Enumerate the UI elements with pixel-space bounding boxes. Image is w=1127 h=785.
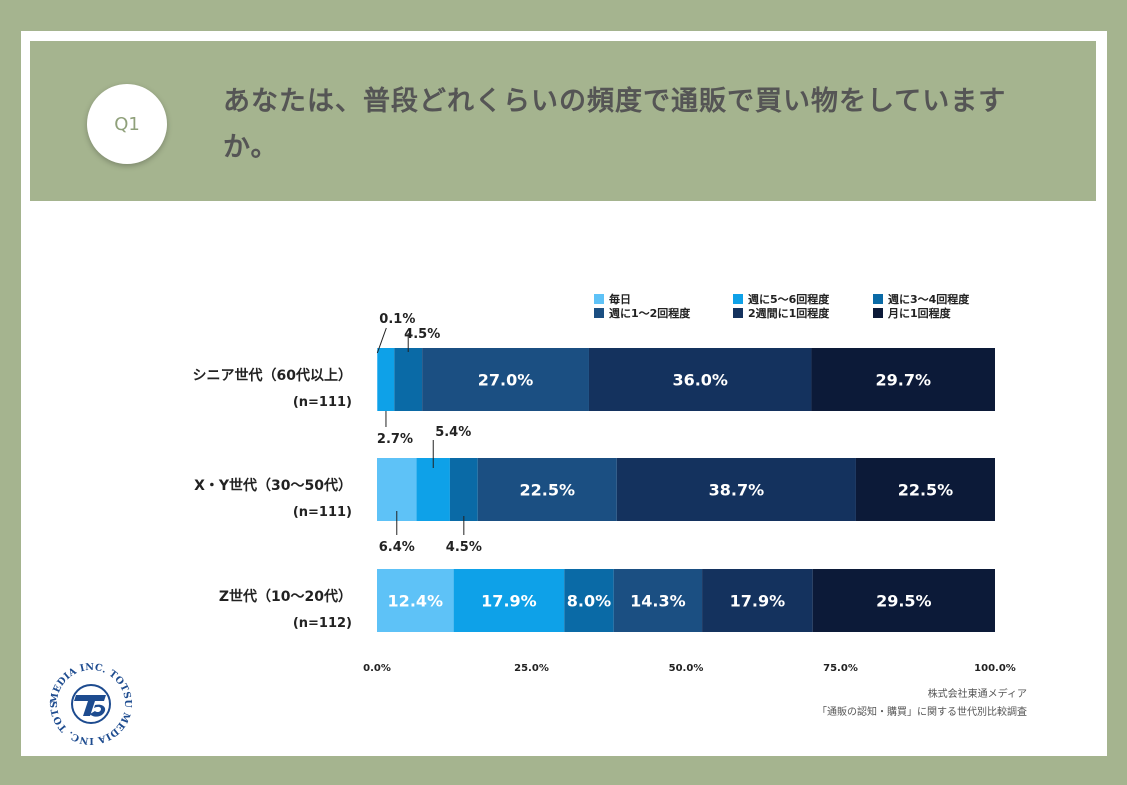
- bar-segment: [449, 458, 478, 521]
- x-tick-label: 100.0%: [974, 663, 1016, 674]
- legend-label: 月に1回程度: [887, 306, 952, 320]
- bar-segment: [855, 458, 995, 521]
- question-band: Q1 あなたは、普段どれくらいの頻度で通販で買い物をしていますか。: [30, 41, 1096, 201]
- category-label: Z世代（10〜20代）: [219, 588, 352, 605]
- bar-segment: [377, 458, 417, 521]
- legend-swatch: [873, 294, 883, 304]
- bar-segment: [416, 458, 450, 521]
- data-label: 17.9%: [481, 592, 537, 611]
- legend-swatch: [594, 294, 604, 304]
- legend-label: 2週間に1回程度: [748, 306, 830, 320]
- x-tick-label: 25.0%: [514, 663, 549, 674]
- data-label: 38.7%: [709, 481, 765, 500]
- data-label: 4.5%: [404, 327, 440, 342]
- bar-segment: [616, 458, 856, 521]
- source-note: 株式会社東通メディア 「通販の認知・購買」に関する世代別比較調査: [817, 686, 1027, 722]
- card: Q1 あなたは、普段どれくらいの頻度で通販で買い物をしていますか。 毎日 週に5〜…: [21, 31, 1107, 756]
- bar-segment: [811, 348, 995, 411]
- legend-label: 毎日: [609, 292, 631, 306]
- source-survey: 「通販の認知・購買」に関する世代別比較調査: [817, 707, 1027, 718]
- bar-segment: [564, 569, 614, 632]
- bar-segment: [613, 569, 703, 632]
- x-tick-label: 75.0%: [823, 663, 858, 674]
- legend-label: 週に3〜4回程度: [888, 292, 970, 306]
- data-label: 6.4%: [379, 540, 415, 555]
- x-tick-label: 50.0%: [669, 663, 704, 674]
- legend-swatch: [594, 308, 604, 318]
- bar-segment: [453, 569, 565, 632]
- bar-segment: [422, 348, 589, 411]
- category-n-label: (n=111): [293, 505, 352, 520]
- data-label: 0.1%: [379, 312, 415, 327]
- data-label: 22.5%: [520, 481, 576, 500]
- x-tick-label: 0.0%: [363, 663, 391, 674]
- source-company: 株式会社東通メディア: [927, 689, 1027, 700]
- bar-segment: [377, 348, 378, 411]
- legend-label: 週に1〜2回程度: [609, 306, 691, 320]
- question-text: あなたは、普段どれくらいの頻度で通販で買い物をしていますか。: [223, 86, 1007, 163]
- data-label: 22.5%: [898, 481, 954, 500]
- bar-segment: [377, 569, 454, 632]
- legend-swatch: [733, 308, 743, 318]
- data-label: 12.4%: [388, 592, 444, 611]
- data-label: 2.7%: [377, 432, 413, 447]
- totsu-media-logo: MEDIA INC. TOTSU MEDIA INC. TOTSU: [46, 659, 133, 746]
- category-n-label: (n=111): [293, 395, 352, 410]
- bar-segment: [477, 458, 617, 521]
- bar-segment: [377, 348, 395, 411]
- legend-swatch: [733, 294, 743, 304]
- bar-segment: [394, 348, 423, 411]
- data-label: 8.0%: [567, 592, 611, 611]
- data-label: 4.5%: [446, 540, 482, 555]
- question-badge: Q1: [87, 84, 167, 164]
- data-label: 36.0%: [672, 371, 728, 390]
- legend-swatch: [873, 308, 883, 318]
- bar-segment: [812, 569, 995, 632]
- callout-line: [376, 327, 387, 354]
- bar-segment: [588, 348, 812, 411]
- data-label: 17.9%: [730, 592, 786, 611]
- data-label: 29.7%: [875, 371, 931, 390]
- category-label: シニア世代（60代以上）: [193, 367, 352, 384]
- data-label: 5.4%: [435, 425, 471, 440]
- legend-label: 週に5〜6回程度: [748, 292, 830, 306]
- bar-segment: [702, 569, 813, 632]
- data-label: 29.5%: [876, 592, 932, 611]
- data-label: 27.0%: [478, 371, 534, 390]
- category-n-label: (n=112): [293, 616, 352, 631]
- data-label: 14.3%: [630, 592, 686, 611]
- category-label: X・Y世代（30〜50代）: [194, 477, 352, 494]
